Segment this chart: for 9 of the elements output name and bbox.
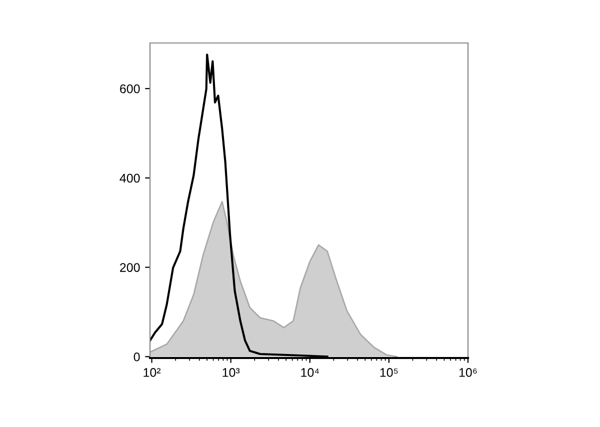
y-tick-label: 200 <box>120 263 140 272</box>
y-tick-label: 600 <box>120 84 140 94</box>
y-tick-label: 0 <box>134 352 140 362</box>
x-tick-label: 10⁴ <box>301 368 319 377</box>
x-tick-label: 10⁶ <box>459 368 477 377</box>
y-tick-label: 400 <box>120 174 140 183</box>
x-tick-label: 10² <box>144 368 161 377</box>
x-tick-label: 10³ <box>222 368 240 377</box>
x-tick-label: 10⁵ <box>380 368 398 377</box>
